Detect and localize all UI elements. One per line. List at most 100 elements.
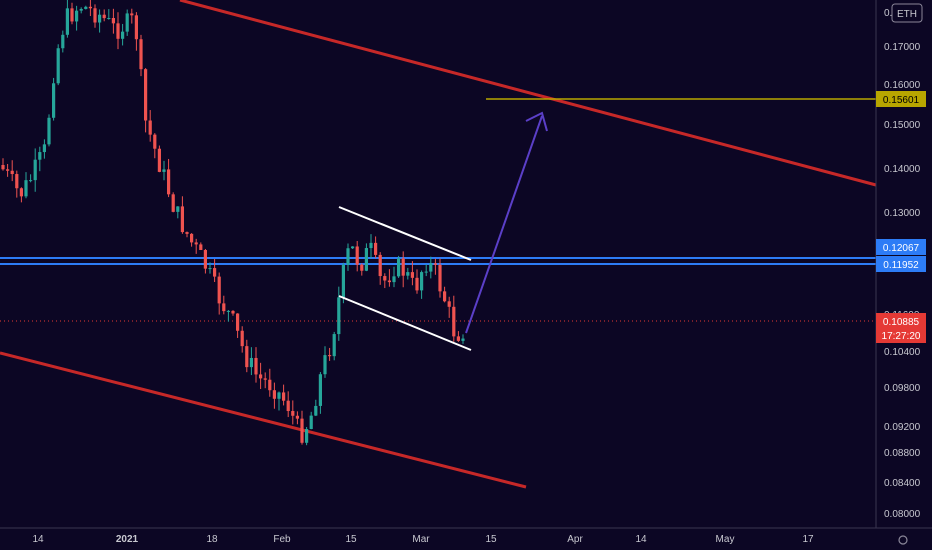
candle-body <box>291 411 295 416</box>
candle-body <box>162 169 166 172</box>
candle-body <box>1 165 5 170</box>
flag-upper-line[interactable] <box>338 206 472 261</box>
price-tag-blue-upper-text: 0.12067 <box>883 243 920 254</box>
candle-body <box>98 14 102 23</box>
candle-body <box>56 48 60 84</box>
candle-body <box>180 206 184 233</box>
candle-body <box>157 148 161 172</box>
candle-body <box>328 355 332 357</box>
time-label: 15 <box>345 534 357 545</box>
candle-body <box>93 8 97 23</box>
price-tag-blue-lower-text: 0.11952 <box>883 260 919 271</box>
candle-body <box>194 242 198 245</box>
price-tick-label: 0.17000 <box>884 42 921 53</box>
candle-body <box>282 392 286 401</box>
candle-body <box>259 374 263 379</box>
candle-body <box>190 233 194 243</box>
candle-body <box>111 18 115 24</box>
candle-body <box>61 34 65 49</box>
candle-body <box>387 280 391 283</box>
candle-body <box>433 263 437 265</box>
channel-upper-line[interactable] <box>179 0 877 187</box>
time-label: 2021 <box>116 534 139 545</box>
time-label: 15 <box>485 534 497 545</box>
candle-body <box>420 272 424 291</box>
candle-body <box>15 174 19 189</box>
candle-body <box>332 334 336 357</box>
candle-body <box>231 310 235 314</box>
candle-body <box>337 297 341 335</box>
candle-body <box>383 276 387 281</box>
candle-body <box>374 242 378 255</box>
candle-body <box>300 418 304 443</box>
price-tag-last: 0.10885 17:27:20 <box>876 313 926 343</box>
candle-body <box>52 83 56 118</box>
candle-body <box>29 180 33 182</box>
candle-body <box>360 264 364 271</box>
candle-body <box>70 8 74 22</box>
axis-settings-icon[interactable] <box>880 532 926 548</box>
candle-body <box>65 8 69 35</box>
candle-body <box>314 405 318 416</box>
candle-body <box>171 194 175 212</box>
candle-body <box>452 306 456 337</box>
candle-body <box>346 248 350 265</box>
candle-body <box>88 6 92 9</box>
candle-body <box>305 428 309 443</box>
candle-body <box>116 23 120 39</box>
candle-body <box>226 310 230 312</box>
candle-body <box>144 69 148 121</box>
candle-body <box>461 338 465 341</box>
candle-body <box>355 246 359 265</box>
candle-body <box>24 180 28 197</box>
plot-area[interactable] <box>0 0 877 489</box>
candle-body <box>286 400 290 412</box>
currency-badge[interactable]: ETH <box>891 3 923 23</box>
candle-body <box>240 330 244 347</box>
price-tag-gold: 0.15601 <box>876 91 926 107</box>
candle-body <box>309 415 313 429</box>
price-tag-blue-upper: 0.12067 <box>876 239 926 255</box>
candle-body <box>341 264 345 298</box>
time-label: Apr <box>567 534 583 545</box>
flag-lower-line[interactable] <box>338 295 472 351</box>
candle-body <box>351 246 355 249</box>
price-tag-gold-text: 0.15601 <box>883 95 920 106</box>
time-label: Feb <box>273 534 291 545</box>
candle-body <box>222 303 226 312</box>
candle-body <box>139 39 143 70</box>
candle-body <box>38 152 42 160</box>
candle-body <box>208 268 212 270</box>
candle-body <box>134 15 138 40</box>
candle-body <box>456 336 460 341</box>
candle-body <box>199 244 203 251</box>
currency-badge-text: ETH <box>897 9 917 20</box>
candle-body <box>318 374 322 406</box>
candle-body <box>277 392 281 399</box>
candle-body <box>245 346 249 368</box>
candle-body <box>203 250 207 269</box>
time-label: 14 <box>635 534 647 545</box>
candle-body <box>19 188 23 197</box>
channel-lower-line[interactable] <box>0 351 527 489</box>
candle-body <box>378 254 382 277</box>
candle-body <box>272 390 276 399</box>
candle-body <box>153 134 157 149</box>
candle-body <box>6 169 10 171</box>
candle-body <box>263 378 267 380</box>
candle-body <box>254 357 258 375</box>
candle-body <box>429 263 433 272</box>
candle-body <box>410 272 414 278</box>
candle-body <box>217 276 221 304</box>
projection-arrow[interactable] <box>465 111 548 334</box>
time-label: 17 <box>802 534 814 545</box>
price-tick-label: 0.13000 <box>884 208 921 219</box>
candle-body <box>125 13 129 32</box>
price-axis[interactable]: 0.180000.170000.160000.150000.140000.130… <box>875 0 926 528</box>
candle-body <box>185 232 189 234</box>
candle-body <box>438 264 442 292</box>
candlestick-series <box>1 0 465 446</box>
time-axis[interactable]: 14 2021 18 Feb 15 Mar 15 Apr 14 May 17 <box>0 527 932 548</box>
time-label: 14 <box>32 534 44 545</box>
